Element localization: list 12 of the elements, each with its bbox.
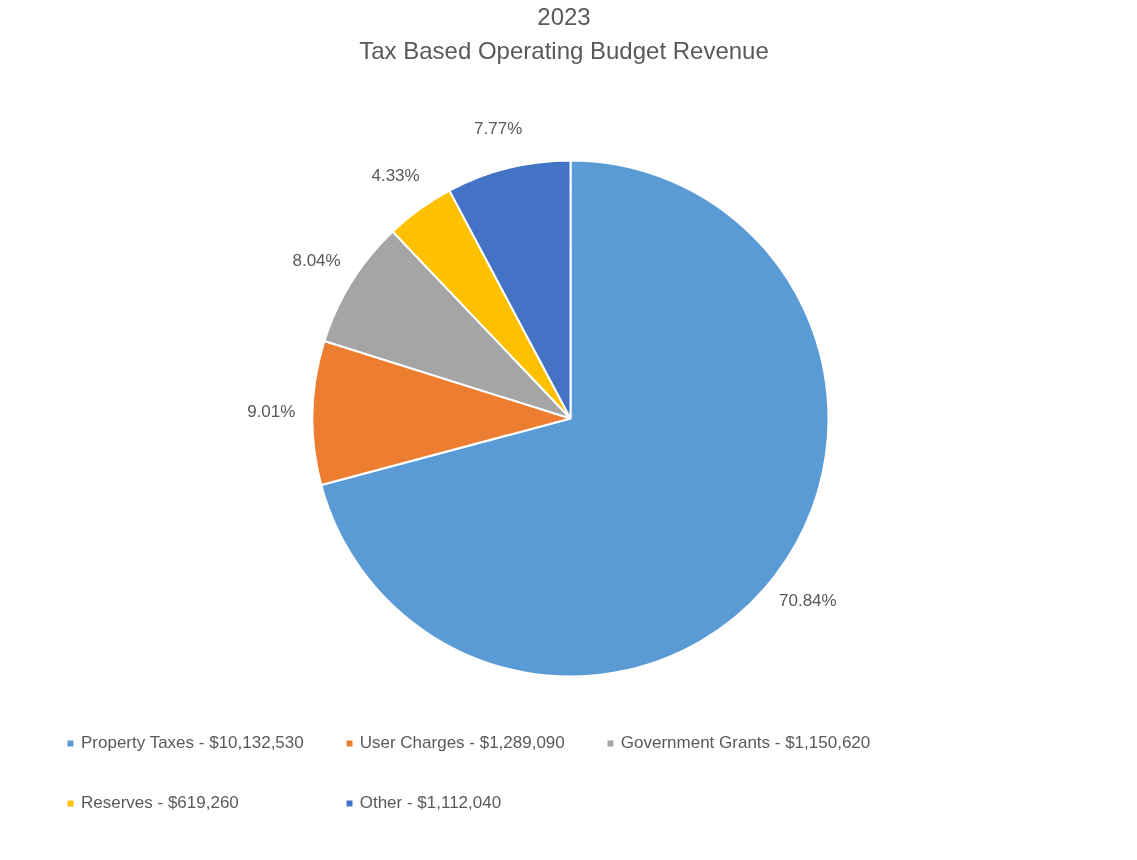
legend-label: Other - $1,112,040 <box>359 793 502 813</box>
data-label: 8.04% <box>292 250 341 270</box>
legend-label: Reserves - $619,260 <box>81 793 239 813</box>
data-label: 9.01% <box>247 402 296 422</box>
legend-label: User Charges - $1,289,090 <box>359 733 565 753</box>
data-label: 4.33% <box>371 166 420 186</box>
data-label: 7.77% <box>474 118 523 138</box>
legend-label: Property Taxes - $10,132,530 <box>81 733 304 753</box>
data-label: 70.84% <box>779 591 837 611</box>
chart-title: 2023 <box>537 2 591 30</box>
legend-label: Government Grants - $1,150,620 <box>620 733 871 753</box>
chart-subtitle: Tax Based Operating Budget Revenue <box>359 36 769 64</box>
